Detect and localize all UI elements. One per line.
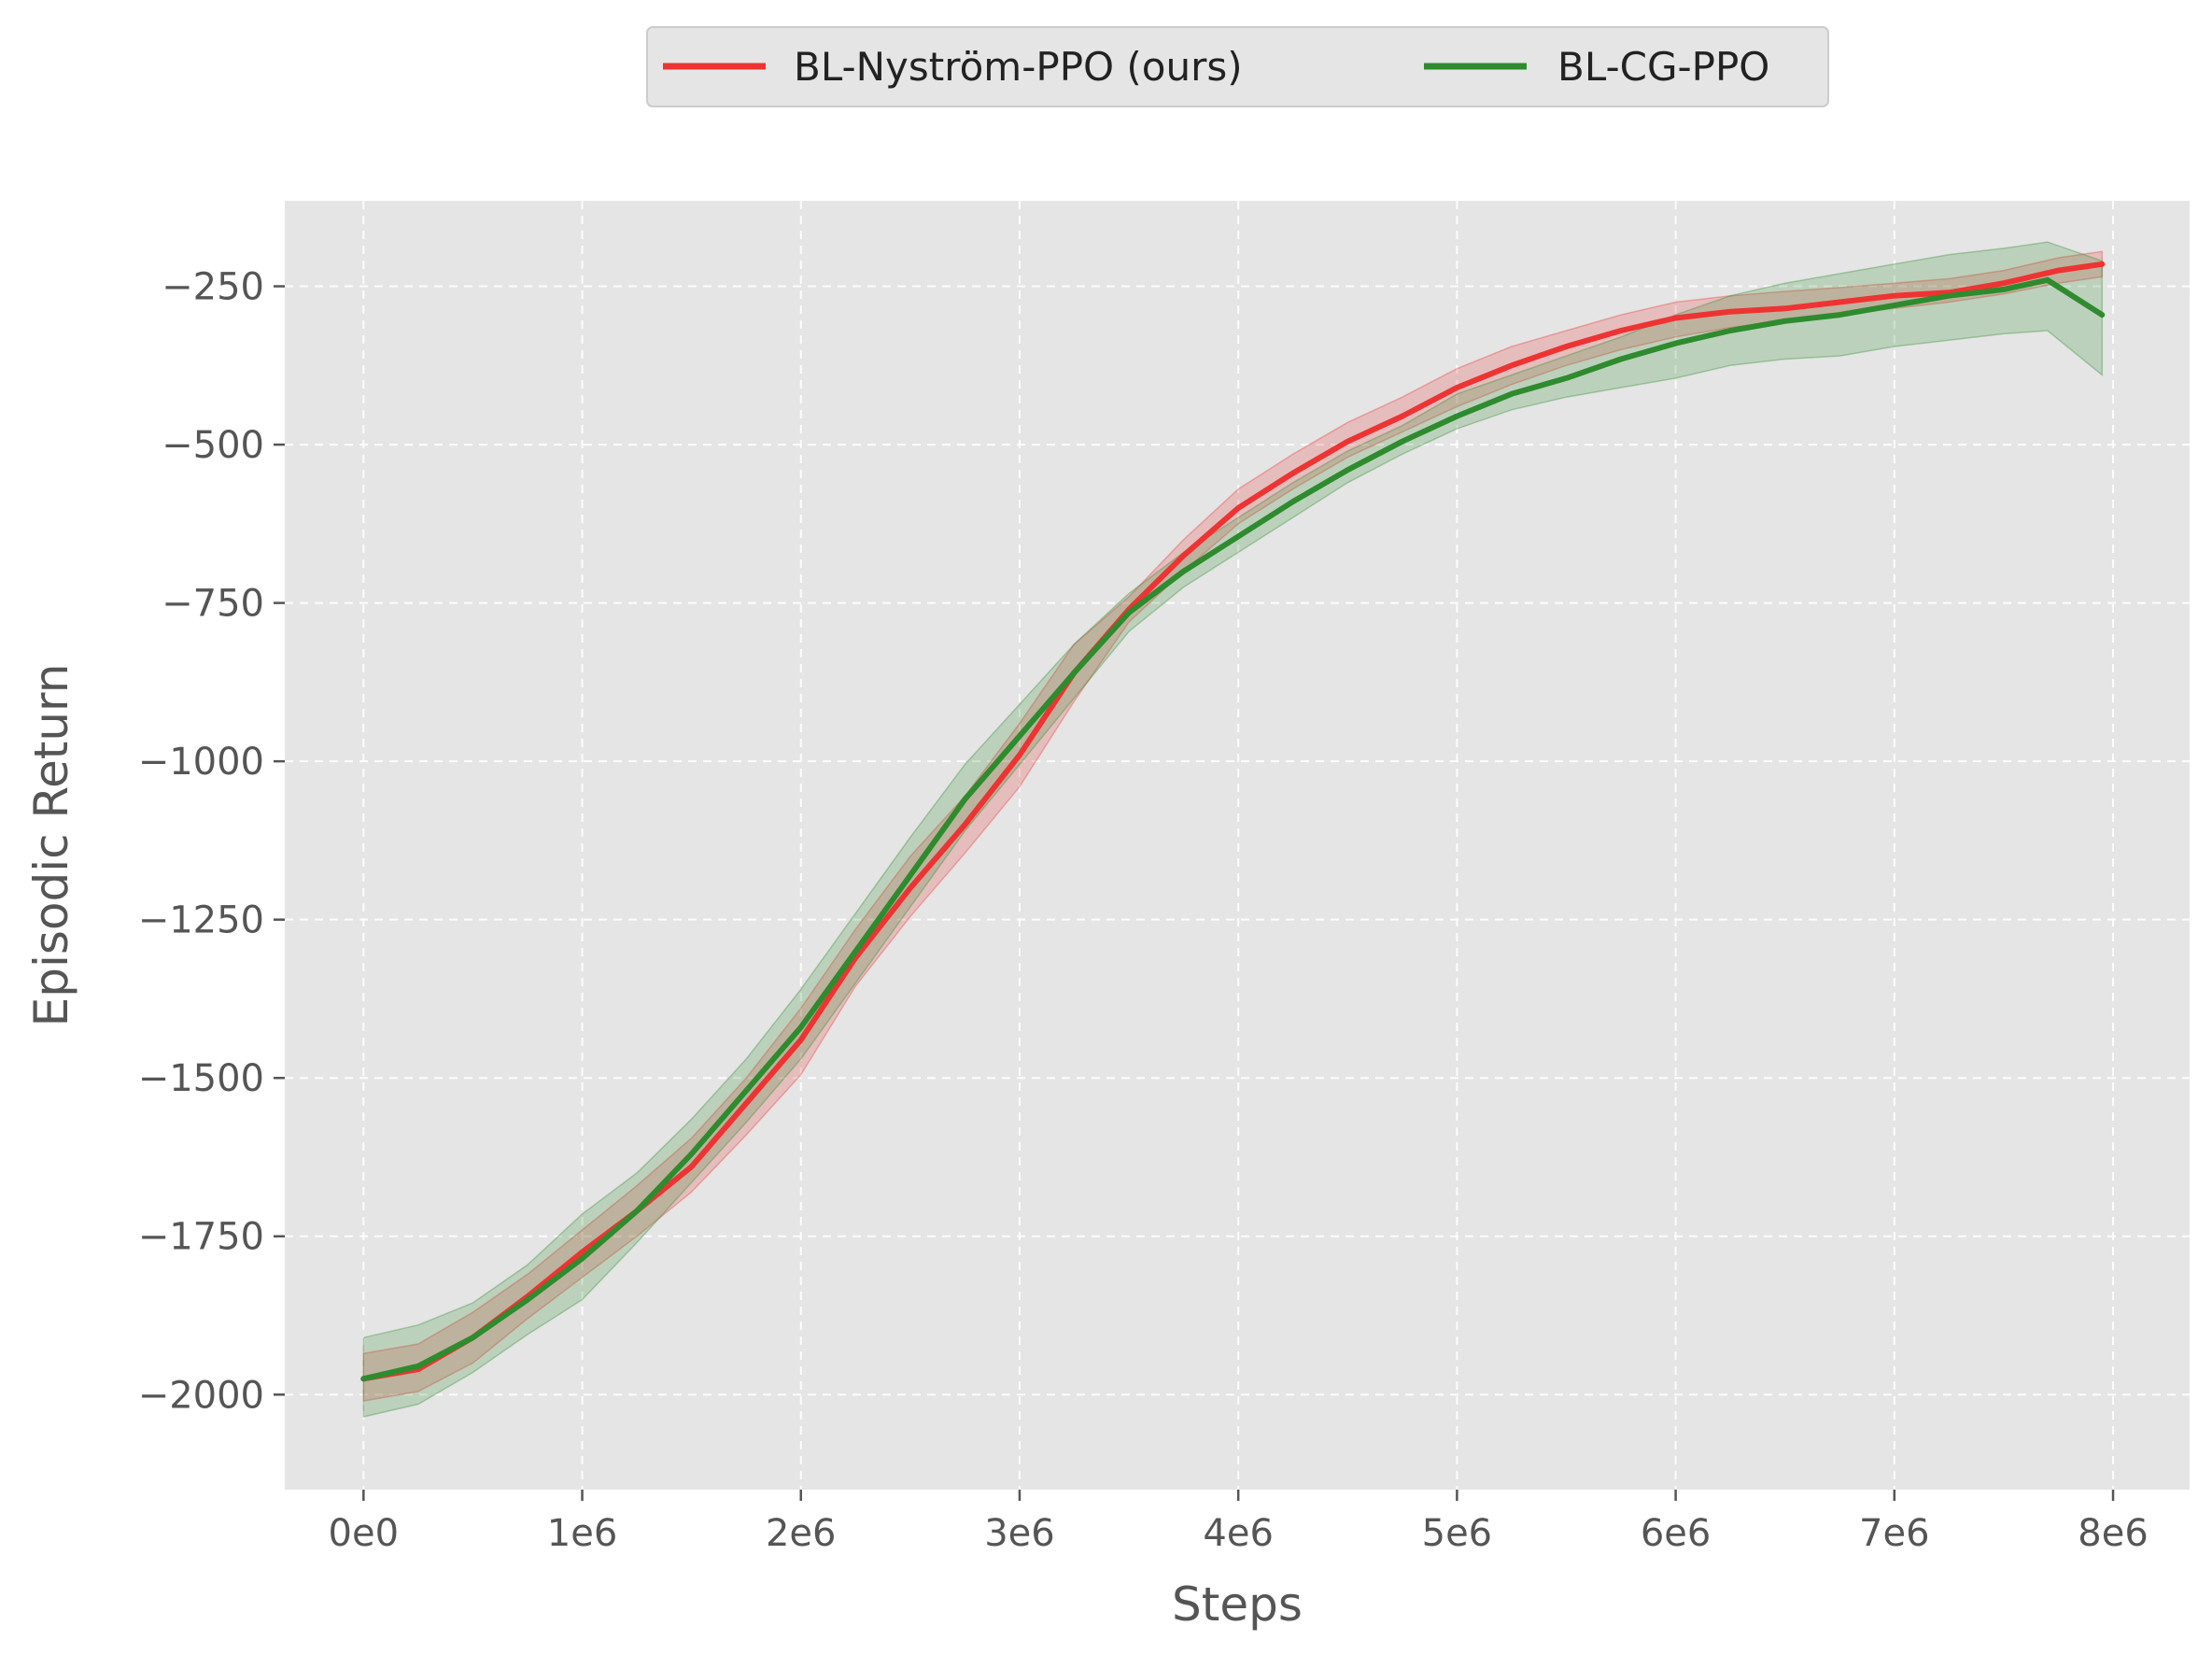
x-axis-label: Steps <box>1172 1577 1303 1632</box>
x-tick-label: 8e6 <box>2078 1512 2149 1555</box>
y-tick-label: −2000 <box>138 1374 264 1417</box>
y-tick-label: −750 <box>162 583 264 626</box>
x-tick-label: 0e0 <box>329 1512 400 1555</box>
line-series-0 <box>360 261 2106 1382</box>
line-series-1 <box>360 276 2106 1382</box>
legend-box <box>646 26 1829 107</box>
y-tick-label: −250 <box>162 266 264 309</box>
x-tick-label: 3e6 <box>984 1512 1055 1555</box>
x-tick-label: 7e6 <box>1859 1512 1930 1555</box>
y-tick-label: −1750 <box>138 1216 264 1259</box>
legend: BL-Nyström-PPO (ours) BL-CG-PPO <box>646 26 1829 107</box>
plot-background <box>285 201 2190 1490</box>
band-series-1 <box>362 241 2104 1418</box>
x-tick-label: 6e6 <box>1641 1512 1712 1555</box>
legend-label-bl-nystrom-ppo: BL-Nyström-PPO (ours) <box>794 44 1243 90</box>
y-tick-label: −1250 <box>138 899 264 942</box>
series-lines <box>360 261 2106 1382</box>
y-tick-label: −1000 <box>138 741 264 784</box>
x-tick-label: 1e6 <box>547 1512 618 1555</box>
y-tick-label: −1500 <box>138 1057 264 1100</box>
x-tick-label: 2e6 <box>766 1512 837 1555</box>
legend-label-bl-cg-ppo: BL-CG-PPO <box>1557 44 1769 90</box>
grid-lines <box>285 201 2190 1490</box>
axis-ticks: 0e0 1e6 2e6 3e6 4e6 5e6 6e6 7e6 8e6 −250 −500 −750 −… <box>138 266 2149 1555</box>
y-axis-label: Episodic Return <box>24 664 78 1027</box>
x-tick-label: 5e6 <box>1422 1512 1493 1555</box>
x-tick-label: 4e6 <box>1203 1512 1274 1555</box>
y-tick-label: −500 <box>162 424 264 467</box>
